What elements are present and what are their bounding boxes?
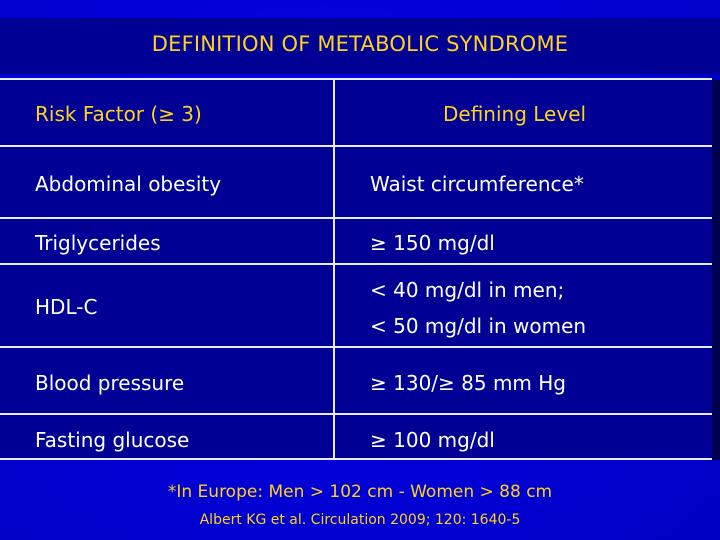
table-rule <box>0 263 712 265</box>
row-hdl-factor: HDL-C <box>35 295 98 319</box>
definition-table: Risk Factor (≥ 3) Defining Level Abdomin… <box>0 78 712 460</box>
row-blood-pressure-factor: Blood pressure <box>35 371 185 395</box>
slide-title: DEFINITION OF METABOLIC SYNDROME <box>151 32 569 56</box>
row-hdl-level-women: < 50 mg/dl in women <box>370 314 587 338</box>
table-rule <box>0 458 712 460</box>
row-triglycerides-level: ≥ 150 mg/dl <box>370 231 495 255</box>
row-blood-pressure-level: ≥ 130/≥ 85 mm Hg <box>370 371 567 395</box>
footnote: *In Europe: Men > 102 cm - Women > 88 cm <box>167 482 553 502</box>
table-rule <box>0 346 712 348</box>
header-defining-level: Defining Level <box>443 102 587 126</box>
reference: Albert KG et al. Circulation 2009; 120: … <box>199 512 521 528</box>
table-rule <box>0 145 712 147</box>
row-abdominal-obesity-factor: Abdominal obesity <box>35 172 222 196</box>
row-hdl-level-men: < 40 mg/dl in men; <box>370 278 565 302</box>
row-triglycerides-factor: Triglycerides <box>35 231 161 255</box>
table-rule <box>0 78 712 80</box>
row-fasting-glucose-factor: Fasting glucose <box>35 428 190 452</box>
header-risk-factor: Risk Factor (≥ 3) <box>35 102 202 126</box>
column-divider <box>333 78 335 460</box>
table-rule <box>0 217 712 219</box>
row-abdominal-obesity-level: Waist circumference* <box>370 172 584 196</box>
row-fasting-glucose-level: ≥ 100 mg/dl <box>370 428 495 452</box>
title-bar <box>0 18 720 74</box>
table-rule <box>0 413 712 415</box>
